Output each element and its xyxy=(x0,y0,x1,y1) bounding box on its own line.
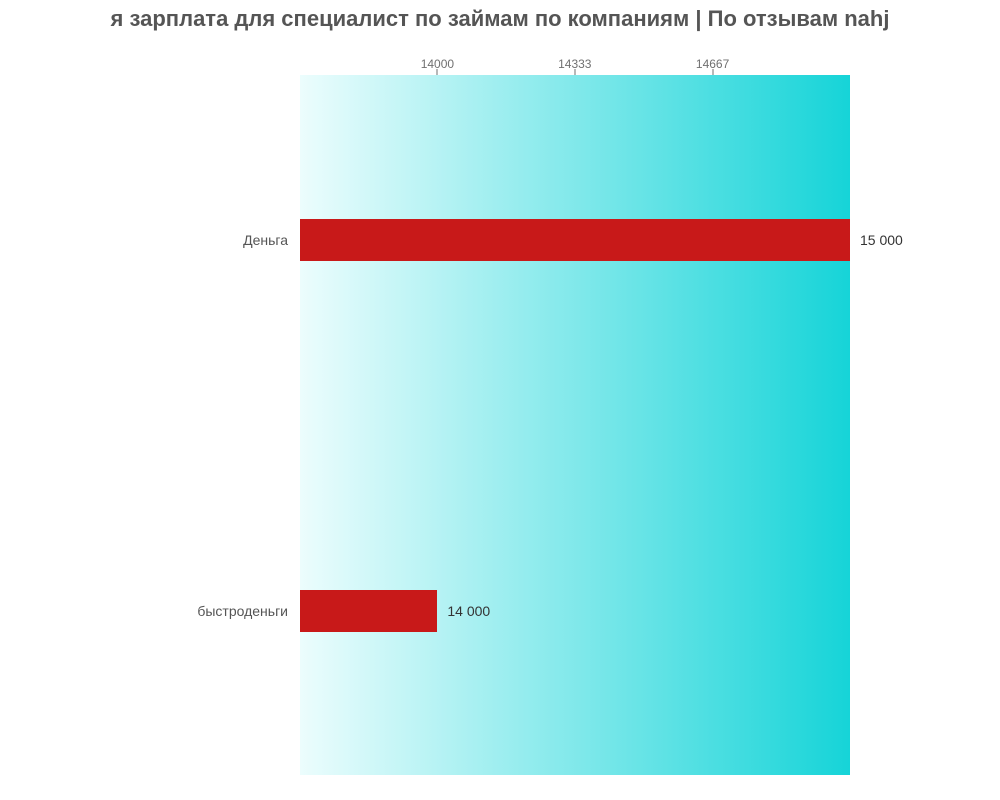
bar-value-label: 14 000 xyxy=(447,603,490,619)
chart-title: я зарплата для специалист по займам по к… xyxy=(0,6,1000,32)
x-tick-label: 14667 xyxy=(696,57,729,71)
y-category-label: быстроденьги xyxy=(197,603,288,619)
x-tick-label: 14000 xyxy=(421,57,454,71)
bar-value-label: 15 000 xyxy=(860,232,903,248)
x-tick-label: 14333 xyxy=(558,57,591,71)
chart-background xyxy=(300,75,850,775)
y-category-label: Деньга xyxy=(243,232,288,248)
bar xyxy=(300,590,437,632)
bar xyxy=(300,219,850,261)
chart-plot-area: 14000143331466715 00014 000 xyxy=(300,75,850,775)
